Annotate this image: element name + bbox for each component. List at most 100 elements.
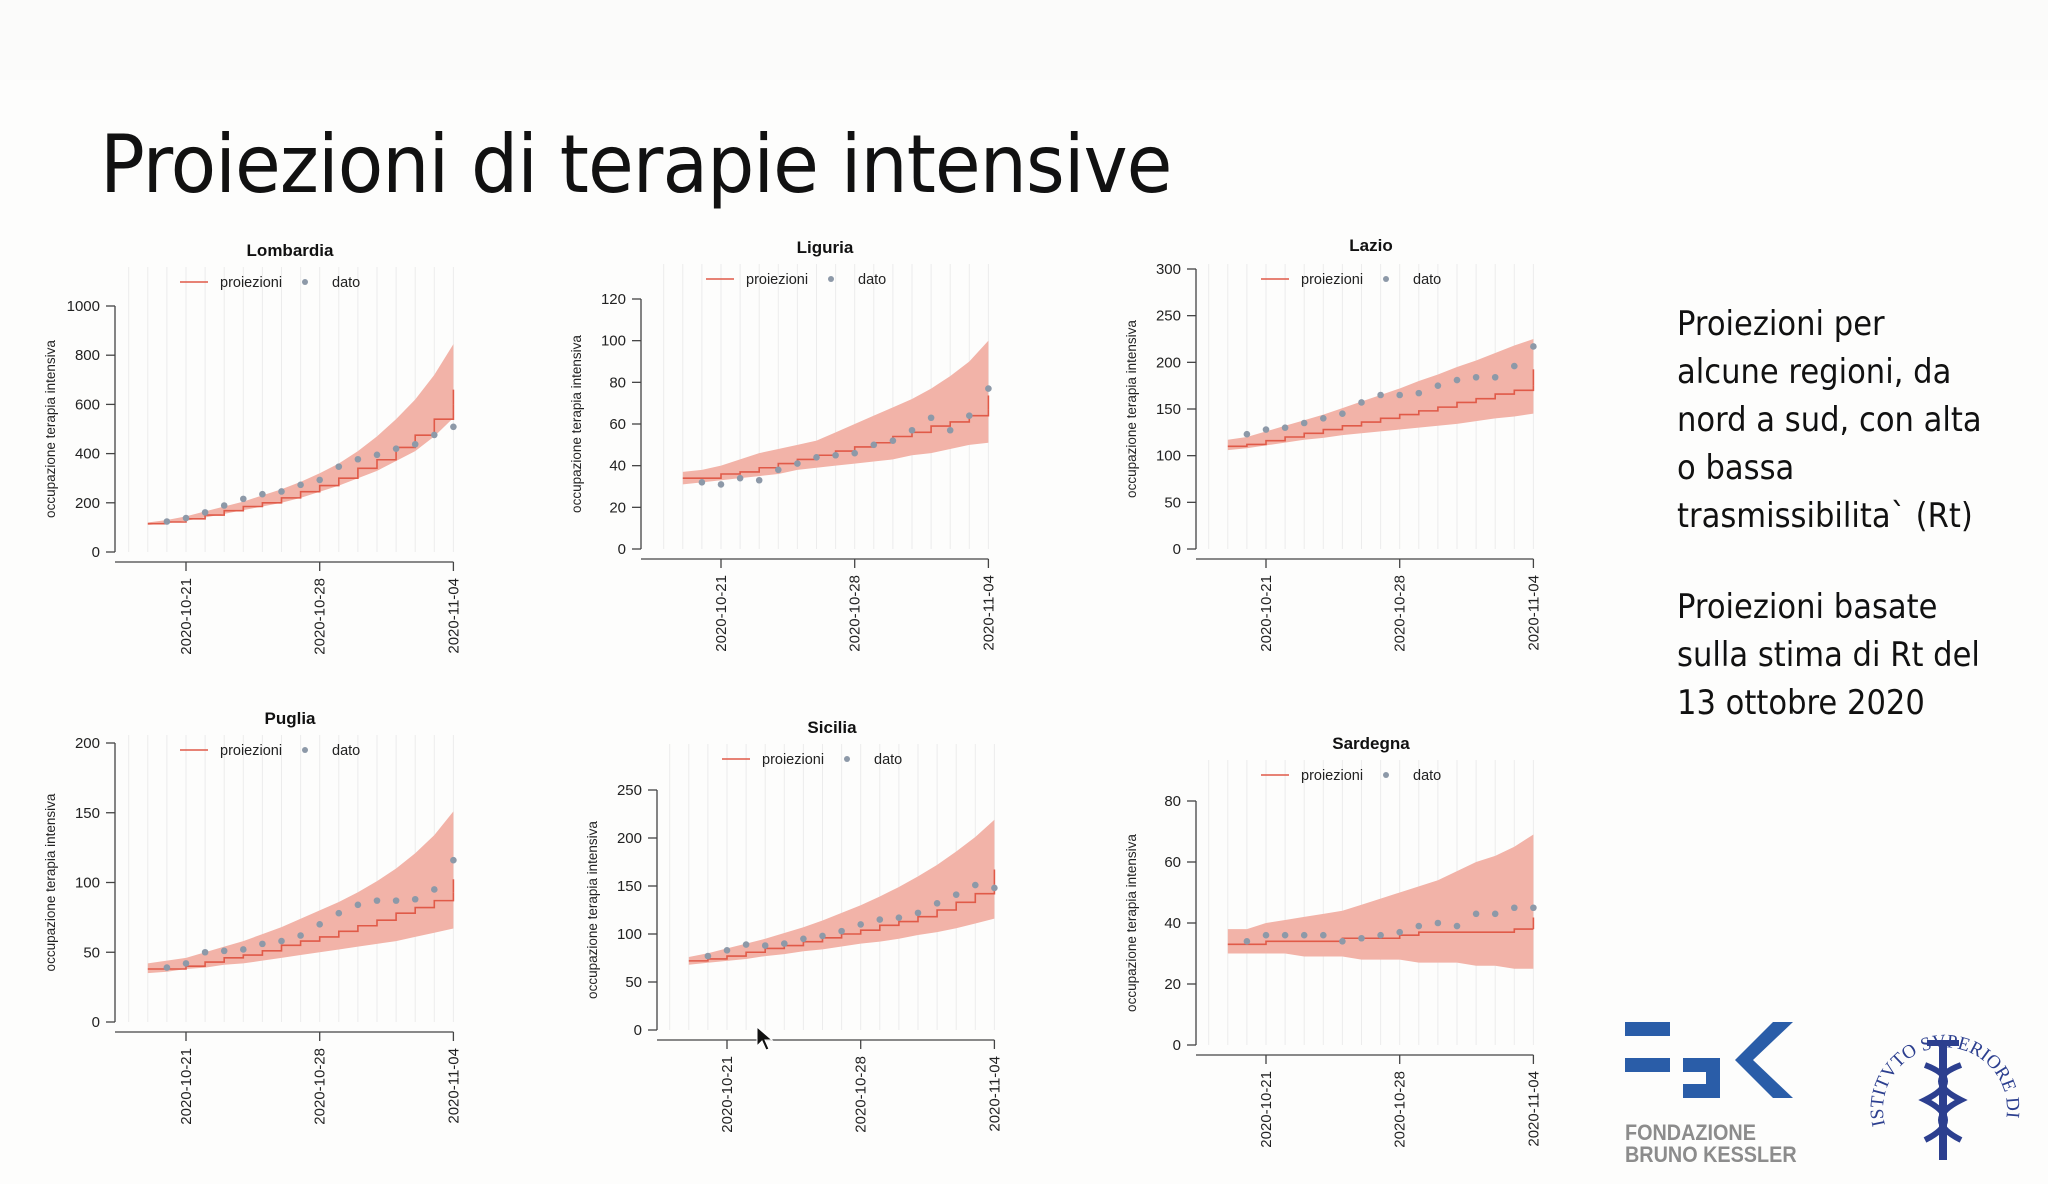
data-point [1358,934,1365,942]
data-point [1243,430,1251,438]
chart-title: Sardegna [1332,734,1410,753]
slide-title: Proiezioni di terapie intensive [100,118,1172,211]
data-point [1358,399,1365,406]
legend-dot-swatch [844,756,850,762]
legend-dot-swatch [302,747,308,753]
side-note-line: trasmissibilita` (Rt) [1677,496,1973,536]
data-point [240,495,247,503]
side-note-line: 13 ottobre 2020 [1677,683,1925,723]
x-tick-label: 2020-10-28 [1392,575,1409,652]
chart-puglia: 0 50 100 150 200 2020-10-21 2020-10-28 2020-11-… [43,709,462,1125]
legend-label-projections: proiezioni [1301,272,1363,288]
data-point [889,437,897,444]
fbk-logo-text: FONDAZIONE BRUNO KESSLER [1625,1122,1797,1166]
chart-sardegna: 0 20 40 60 80 2020-10-21 2020-10-28 2020-11-04 o… [1124,734,1542,1148]
data-point [781,940,788,947]
data-point [1320,415,1327,422]
x-tick-label: 2020-11-04 [980,575,997,651]
data-point [354,455,362,463]
side-note-line: nord a sud, con alta [1677,400,1982,440]
data-point [201,509,209,516]
data-point [259,940,266,948]
data-point [316,921,324,928]
x-tick-label: 2020-10-21 [719,1056,736,1133]
data-point [1377,391,1384,399]
data-point [1511,362,1518,370]
y-tick-label: 100 [75,875,100,892]
data-point [1511,904,1518,912]
x-tick-label: 2020-10-21 [1258,575,1275,652]
data-point [1320,931,1327,939]
data-point [1281,931,1289,939]
side-note-line: Proiezioni per [1677,304,1885,344]
chart-sicilia: 0 50 100 150 200 250 2020-10-21 2020-10-28 2020-… [585,718,1003,1133]
y-tick-label: 600 [75,396,100,413]
data-point [411,895,419,903]
legend-label-projections: proiezioni [220,275,282,291]
x-tick-label: 2020-10-28 [312,578,329,655]
y-tick-label: 100 [617,926,642,943]
data-point [985,385,992,392]
fbk-logo [1625,1022,1793,1098]
data-point [163,964,171,971]
y-tick-label: 150 [75,805,100,822]
legend-dot-swatch [828,276,834,282]
projection-median-line [1227,385,1535,448]
data-point [431,431,438,439]
y-tick-label: 200 [75,735,100,752]
legend-dot-swatch [302,279,308,285]
y-tick-label: 100 [1156,448,1181,465]
y-tick-label: 0 [634,1022,642,1039]
y-axis-label: occupazione terapia intensiva [1124,834,1139,1012]
x-tick-label: 2020-10-28 [853,1056,870,1133]
x-tick-label: 2020-10-21 [1258,1071,1275,1148]
legend-label-projections: proiezioni [762,752,824,768]
data-point [450,423,457,431]
y-tick-label: 20 [609,499,626,516]
y-axis-label: occupazione terapia intensiva [1124,320,1139,498]
data-point [914,909,922,917]
y-axis-label: occupazione terapia intensiva [43,793,58,971]
legend-dot-swatch [1383,276,1389,282]
side-note-line: o bassa [1677,448,1795,488]
data-point [761,942,769,949]
data-point [972,881,979,889]
data-point [1434,382,1442,389]
legend-label-data: dato [332,275,360,291]
data-point [278,937,285,945]
x-tick-label: 2020-11-04 [986,1056,1003,1132]
y-tick-label: 300 [1156,261,1181,278]
y-tick-label: 50 [625,974,642,991]
data-point [201,948,209,956]
data-point [1491,910,1499,918]
data-point [1243,938,1251,945]
data-point [220,947,228,955]
y-tick-label: 80 [609,374,626,391]
legend-label-data: dato [1413,768,1441,784]
data-point [1396,391,1403,399]
data-point [163,518,171,525]
chart-title: Liguria [797,238,854,257]
data-point [297,481,304,489]
data-point [698,479,706,486]
data-point [1339,938,1346,945]
data-point [354,901,362,909]
data-point [1434,919,1442,927]
iss-seal-logo: ISTITVTO SVPERIORE DI SANITA [1855,1005,2023,1160]
data-point [1415,389,1423,397]
data-point [851,449,858,457]
x-tick-label: 2020-10-28 [847,575,864,652]
data-point [723,947,731,954]
y-tick-label: 60 [1164,854,1181,871]
data-point [946,426,954,434]
legend-label-data: dato [1413,272,1441,288]
y-tick-label: 1000 [67,298,100,315]
projection-median-line [147,404,455,525]
x-tick-label: 2020-11-04 [445,1048,462,1124]
projection-band [147,811,454,974]
chart-liguria: 0 20 40 60 80 100 120 2020-10-21 2020-10-28 2020-… [569,238,997,652]
data-point [373,451,381,459]
data-point [1453,922,1461,930]
legend-label-projections: proiezioni [1301,768,1363,784]
data-point [392,445,400,452]
